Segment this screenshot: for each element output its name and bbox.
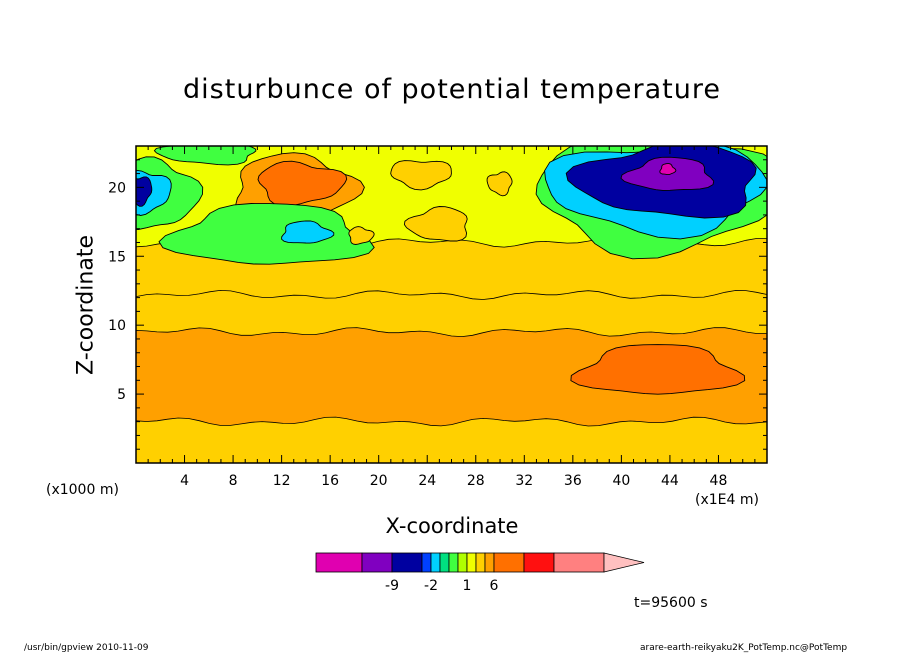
contour-region [570, 344, 746, 395]
contour-region [153, 146, 257, 166]
colorbar-swatch [523, 552, 555, 573]
x-tick-label: 20 [370, 473, 388, 489]
colorbar-label: -9 [385, 578, 399, 594]
x-tick-label: 12 [273, 473, 291, 489]
x-tick-label: 4 [180, 473, 189, 489]
time-label: t=95600 s [634, 595, 708, 611]
colorbar-swatch [484, 552, 495, 573]
y-tick-label: 15 [108, 249, 126, 265]
contour-region [486, 171, 513, 197]
colorbar-swatch [475, 552, 486, 573]
x-tick-label: 36 [564, 473, 582, 489]
colorbar: -9 -2 1 6 [315, 552, 645, 594]
y-tick-label: 5 [117, 387, 126, 403]
colorbar-swatch [448, 552, 459, 573]
colorbar-label: 1 [463, 578, 472, 594]
x-tick-label: 32 [515, 473, 533, 489]
colorbar-swatch [493, 552, 525, 573]
contour-region [659, 163, 677, 176]
colorbar-swatch [391, 552, 423, 573]
colorbar-swatch [553, 552, 605, 573]
colorbar-label: 6 [490, 578, 499, 594]
y-tick-label: 20 [108, 180, 126, 196]
x-tick-label: 40 [612, 473, 630, 489]
y-tick-label: 10 [108, 318, 126, 334]
contour-band [136, 416, 767, 463]
x-tick-label: 48 [710, 473, 728, 489]
contour-region [281, 220, 335, 244]
colorbar-swatch [439, 552, 450, 573]
x-axis-label: X-coordinate [385, 514, 519, 538]
chart-title: disturbunce of potential temperature [183, 74, 721, 105]
colorbar-swatch [315, 552, 363, 573]
x-tick-label: 44 [661, 473, 679, 489]
colorbar-overflow-arrow [603, 552, 645, 573]
contour-region [257, 160, 348, 207]
colorbar-swatch [361, 552, 393, 573]
colorbar-swatch [421, 552, 432, 573]
colorbar-swatch [466, 552, 477, 573]
contour-region [390, 160, 452, 191]
y-axis-unit: (x1000 m) [46, 482, 119, 498]
contour-region [158, 203, 375, 265]
x-tick-label: 8 [229, 473, 238, 489]
contour-region [136, 176, 153, 207]
colorbar-swatch [457, 552, 468, 573]
footer-left: /usr/bin/gpview 2010-11-09 [24, 643, 149, 653]
x-tick-label: 28 [467, 473, 485, 489]
x-tick-label: 16 [321, 473, 339, 489]
contour-region [348, 226, 375, 245]
x-tick-label: 24 [418, 473, 436, 489]
x-axis-unit: (x1E4 m) [695, 492, 759, 508]
footer-right: arare-earth-reikyaku2K_PotTemp.nc@PotTem… [640, 643, 848, 653]
colorbar-label: -2 [424, 578, 438, 594]
colorbar-swatch [430, 552, 441, 573]
contour-region [403, 206, 468, 242]
